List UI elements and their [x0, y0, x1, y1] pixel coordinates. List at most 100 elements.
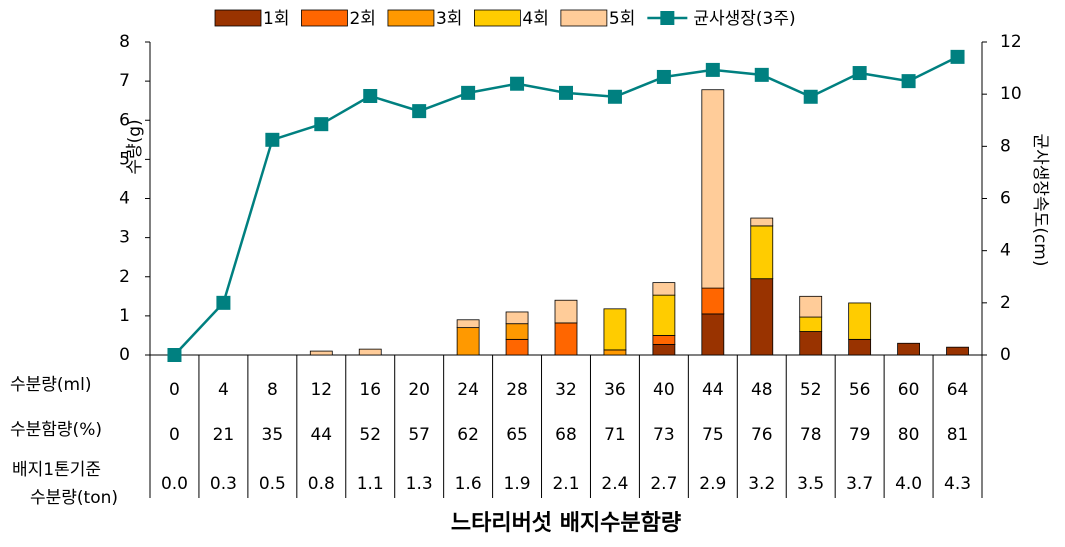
bar — [554, 299, 578, 324]
table-cell: 52 — [359, 425, 381, 445]
bar — [652, 282, 676, 296]
table-cell: 68 — [555, 425, 577, 445]
y2-tick-label: 12 — [1000, 32, 1022, 52]
bar — [848, 302, 872, 340]
x-tick-label: 28 — [506, 380, 528, 400]
table-cell: 0.0 — [161, 474, 188, 494]
bar — [701, 313, 725, 356]
row-label: 수분함량(%) — [10, 420, 102, 440]
y2-tick-label: 8 — [1000, 136, 1011, 156]
line-marker — [852, 66, 867, 81]
table-cell: 1.9 — [504, 474, 531, 494]
line-marker — [314, 117, 329, 132]
y2-tick-label: 0 — [1000, 345, 1011, 365]
legend-swatch — [387, 9, 435, 27]
bar — [456, 327, 480, 356]
x-tick-label: 20 — [408, 380, 430, 400]
x-tick-label: 44 — [702, 380, 724, 400]
table-cell: 2.1 — [552, 474, 579, 494]
bar — [897, 342, 920, 356]
bar — [750, 278, 774, 356]
bar — [456, 319, 480, 329]
legend-swatch — [560, 9, 608, 27]
line-marker — [607, 89, 622, 104]
x-tick-label: 24 — [457, 380, 479, 400]
table-cell: 3.5 — [797, 474, 824, 494]
table-cell: 1.1 — [357, 474, 384, 494]
line-marker — [559, 85, 573, 100]
line-marker — [216, 295, 231, 310]
y-tick-label: 6 — [119, 110, 130, 130]
bar — [848, 338, 872, 356]
legend-swatch — [214, 9, 262, 27]
bar — [358, 348, 382, 356]
line-marker — [265, 132, 280, 147]
bar — [309, 350, 333, 356]
table-cell: 2.9 — [699, 474, 726, 494]
legend-marker — [660, 11, 675, 25]
x-tick-label: 12 — [310, 380, 332, 400]
y2-tick-label: 6 — [1000, 189, 1011, 209]
table-cell: 21 — [213, 425, 235, 445]
x-tick-label: 32 — [555, 380, 577, 400]
x-tick-label: 40 — [653, 380, 675, 400]
table-cell: 2.7 — [650, 474, 677, 494]
row-label: 수분량(ton) — [30, 488, 118, 508]
legend-label: 균사생장(3주) — [693, 9, 795, 29]
bar — [505, 338, 529, 356]
line-marker — [754, 67, 769, 82]
table-cell: 3.2 — [748, 474, 775, 494]
bar — [750, 217, 774, 227]
x-tick-label: 64 — [947, 380, 969, 400]
bar — [505, 311, 529, 325]
table-cell: 35 — [262, 425, 284, 445]
legend-label: 1회 — [263, 9, 289, 29]
y-tick-label: 0 — [119, 345, 130, 365]
x-tick-label: 4 — [218, 380, 229, 400]
line-marker — [510, 76, 525, 91]
line-marker — [950, 49, 965, 64]
x-tick-label: 52 — [800, 380, 822, 400]
table-cell: 78 — [800, 425, 822, 445]
y-tick-label: 2 — [119, 267, 130, 287]
x-tick-label: 16 — [359, 380, 381, 400]
bar — [799, 295, 823, 318]
line-marker — [901, 74, 916, 89]
y2-tick-label: 2 — [1000, 293, 1011, 313]
bar — [946, 346, 969, 356]
table-cell: 81 — [947, 425, 969, 445]
y2-axis-title: 균사생장속도(cm) — [1030, 133, 1050, 266]
x-tick-label: 56 — [849, 380, 871, 400]
table-cell: 2.4 — [601, 474, 628, 494]
table-cell: 1.3 — [406, 474, 433, 494]
bar — [701, 89, 725, 289]
table-cell: 65 — [506, 425, 528, 445]
bar — [652, 335, 676, 345]
table-cell: 62 — [457, 425, 479, 445]
x-tick-label: 36 — [604, 380, 626, 400]
bar — [554, 322, 578, 356]
line-marker — [705, 62, 720, 77]
table-cell: 0.5 — [259, 474, 286, 494]
y-tick-label: 4 — [119, 189, 130, 209]
bar — [603, 308, 627, 351]
table-cell: 0.8 — [308, 474, 335, 494]
bar — [799, 316, 823, 332]
legend-swatch — [474, 9, 521, 27]
table-cell: 4.0 — [895, 474, 922, 494]
line-marker — [461, 85, 476, 100]
table-cell: 80 — [898, 425, 920, 445]
row-label: 수분량(ml) — [10, 375, 91, 395]
line-marker — [803, 89, 818, 104]
legend-label: 3회 — [436, 9, 462, 29]
table-cell: 73 — [653, 425, 675, 445]
x-tick-label: 8 — [267, 380, 278, 400]
legend-swatch — [301, 9, 348, 27]
x-tick-label: 0 — [169, 380, 180, 400]
table-cell: 79 — [849, 425, 871, 445]
table-cell: 3.7 — [846, 474, 873, 494]
legend-label: 4회 — [522, 9, 548, 29]
y-tick-label: 3 — [119, 228, 130, 248]
x-tick-label: 60 — [898, 380, 920, 400]
y-tick-label: 7 — [119, 71, 130, 91]
